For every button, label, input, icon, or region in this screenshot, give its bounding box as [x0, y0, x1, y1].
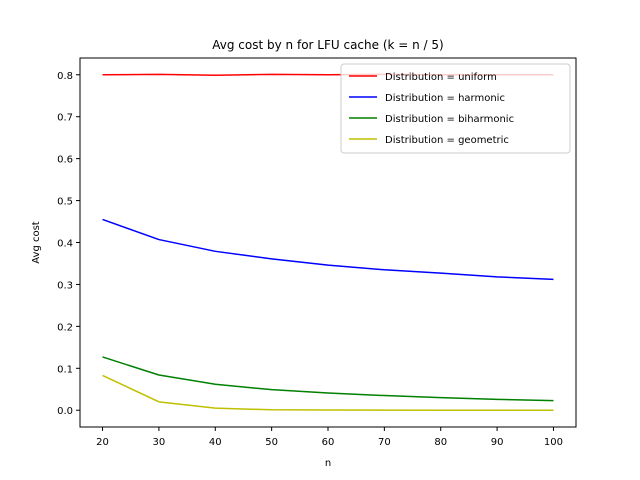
- x-tick-label: 20: [96, 437, 109, 448]
- x-axis-label: n: [325, 458, 331, 469]
- x-tick-label: 30: [153, 437, 166, 448]
- y-tick-label: 0.0: [57, 406, 73, 417]
- legend-label: Distribution = harmonic: [385, 93, 505, 104]
- y-tick-label: 0.7: [57, 113, 73, 124]
- legend-label: Distribution = uniform: [385, 72, 497, 83]
- legend-box: [340, 63, 571, 154]
- x-tick-label: 100: [544, 437, 563, 448]
- y-tick-label: 0.1: [57, 364, 73, 375]
- x-tick-label: 70: [378, 437, 391, 448]
- x-tick-label: 50: [265, 437, 278, 448]
- x-tick-label: 80: [434, 437, 447, 448]
- series-line-2: [102, 356, 554, 402]
- y-tick-label: 0.6: [57, 155, 73, 166]
- series-lines: [102, 73, 554, 411]
- x-tick-label: 90: [491, 437, 504, 448]
- x-axis: 20 30 40 50 60 70 80 90 100: [96, 427, 563, 448]
- legend: Distribution = uniform Distribution = har…: [340, 63, 571, 154]
- series-line-1: [102, 218, 554, 281]
- axes-frame: [79, 57, 577, 428]
- legend-label: Distribution = geometric: [385, 135, 509, 146]
- y-axis-label: Avg cost: [31, 221, 42, 264]
- y-tick-label: 0.4: [57, 239, 73, 250]
- x-tick-label: 40: [209, 437, 222, 448]
- y-tick-label: 0.2: [57, 322, 73, 333]
- chart-title: Avg cost by n for LFU cache (k = n / 5): [212, 38, 443, 52]
- series-line-3: [102, 374, 554, 411]
- y-axis: 0.0 0.1 0.2 0.3 0.4 0.5 0.6 0.7 0.8: [57, 71, 80, 417]
- legend-label: Distribution = biharmonic: [385, 114, 514, 125]
- y-tick-label: 0.8: [57, 71, 73, 82]
- y-tick-label: 0.5: [57, 197, 73, 208]
- x-tick-label: 60: [322, 437, 335, 448]
- y-tick-label: 0.3: [57, 280, 73, 291]
